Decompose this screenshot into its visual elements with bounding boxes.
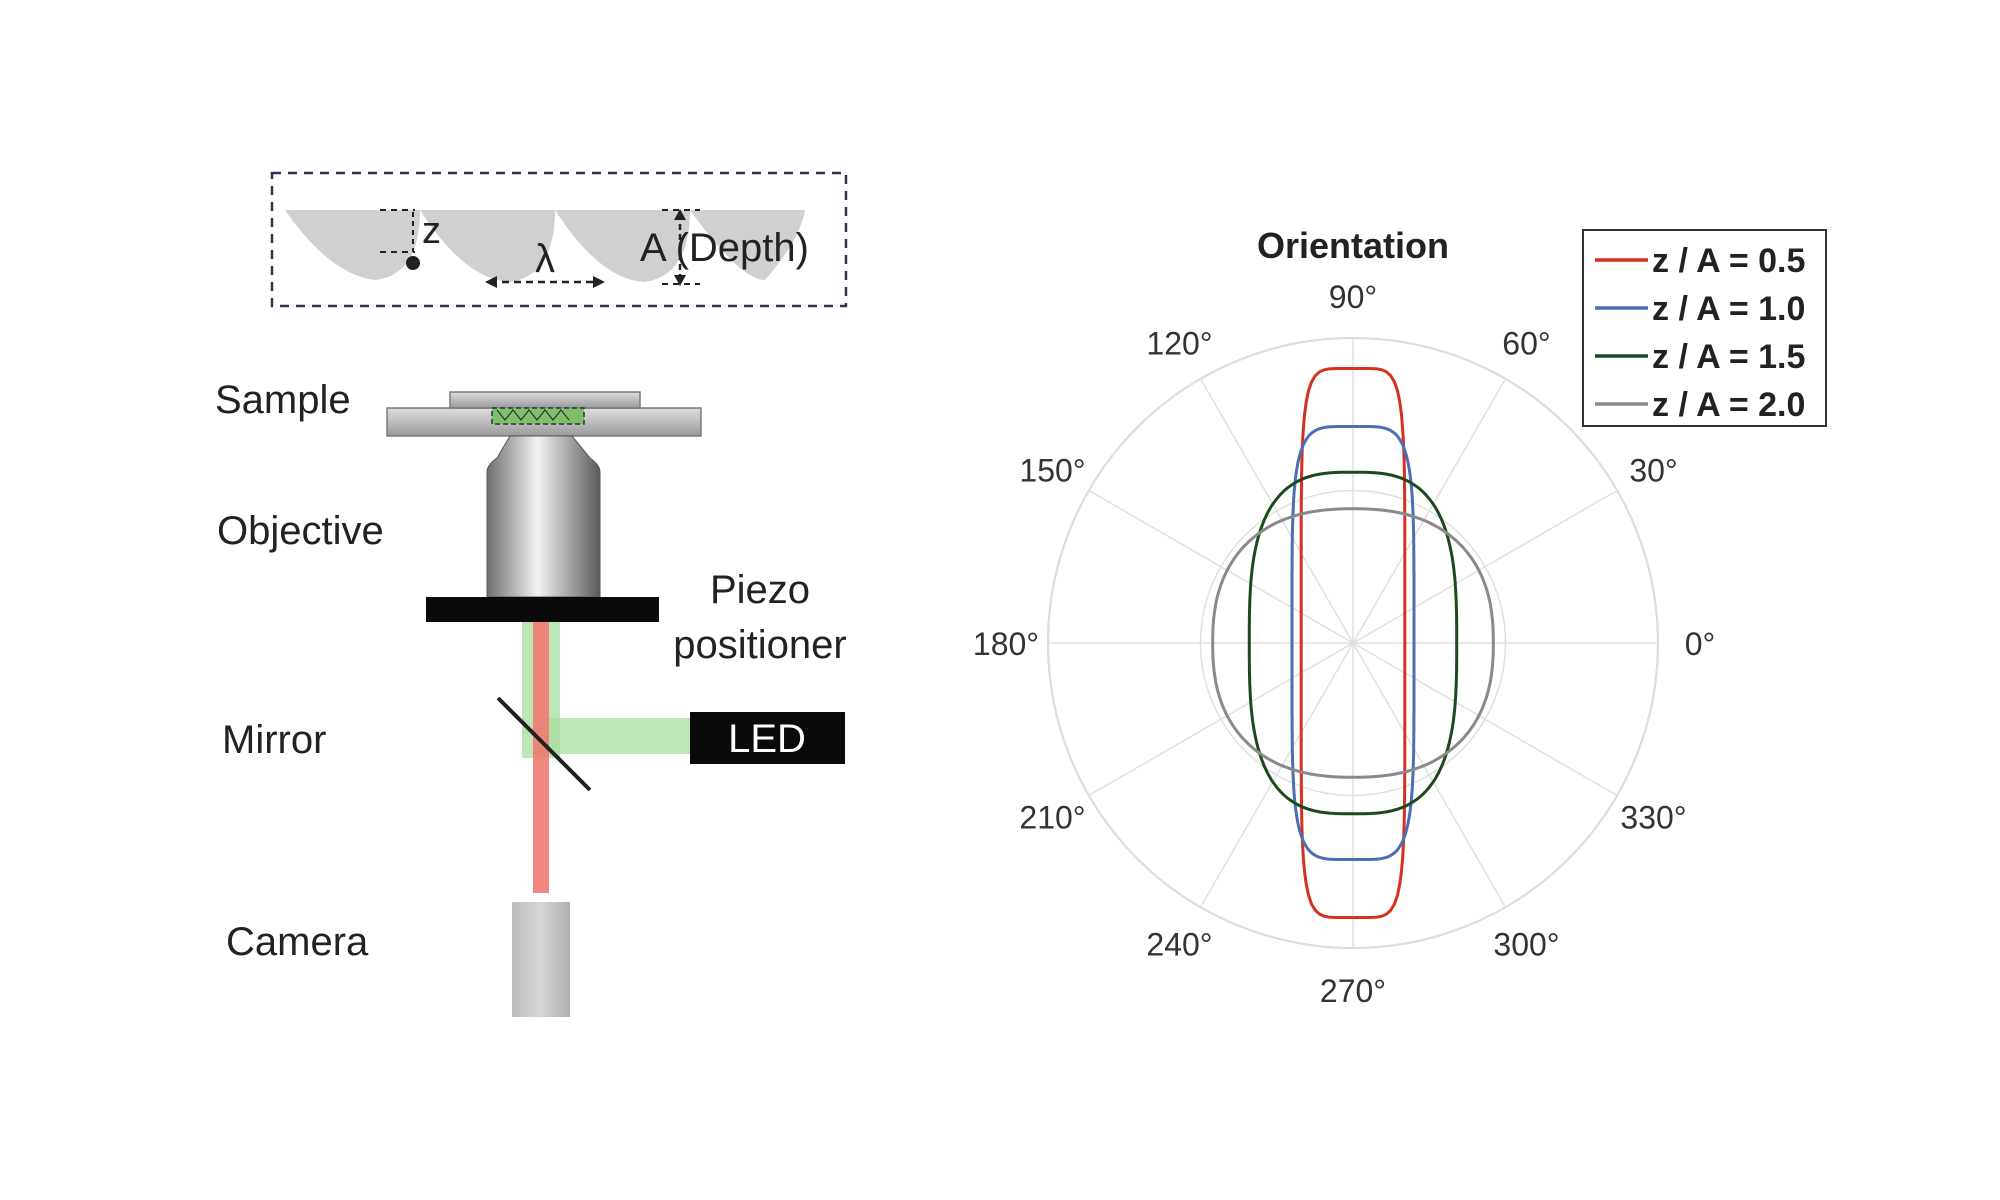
polar-spoke-120 bbox=[1199, 378, 1354, 644]
objective-lens bbox=[486, 435, 601, 598]
camera-label: Camera bbox=[226, 920, 369, 964]
led-box bbox=[690, 712, 845, 764]
angle-tick-180: 180° bbox=[973, 626, 1039, 662]
legend-box bbox=[1582, 229, 1827, 427]
inset-panel: z λ A (Depth) bbox=[270, 171, 848, 308]
legend-label-0: z / A = 0.5 bbox=[1652, 242, 1805, 280]
polar-chart: 0° 30° 60° 90° 120° 150° 180° 210° 240° 270° 300° 3… bbox=[973, 225, 1827, 1009]
legend-label-3: z / A = 2.0 bbox=[1652, 386, 1805, 424]
camera-body bbox=[512, 902, 570, 1017]
depth-label: A (Depth) bbox=[640, 226, 809, 270]
series-line-3 bbox=[1211, 507, 1495, 779]
piezo-positioner bbox=[426, 597, 659, 622]
angle-tick-0: 0° bbox=[1685, 626, 1716, 662]
polar-spoke-30 bbox=[1352, 489, 1618, 644]
angle-tick-150: 150° bbox=[1019, 453, 1085, 489]
polar-spoke-240 bbox=[1199, 642, 1354, 908]
lambda-arrowhead-left bbox=[485, 276, 497, 288]
chart-title: Orientation bbox=[1257, 225, 1449, 266]
chart-legend: z / A = 0.5 z / A = 1.0 z / A = 1.5 z / A =… bbox=[1582, 229, 1827, 427]
series-line-0 bbox=[1299, 367, 1407, 919]
depth-arrowhead-bottom bbox=[674, 275, 686, 286]
angle-tick-60: 60° bbox=[1502, 325, 1550, 361]
polar-angle-ticks: 0° 30° 60° 90° 120° 150° 180° 210° 240° 270° 300° 3… bbox=[973, 279, 1715, 1009]
red-beam bbox=[533, 608, 549, 893]
optical-setup: LED Sample Objective Piezo positioner Mi… bbox=[215, 378, 847, 1017]
mirror-label: Mirror bbox=[222, 718, 326, 762]
angle-tick-240: 240° bbox=[1146, 927, 1212, 963]
angle-tick-30: 30° bbox=[1629, 453, 1677, 489]
mirror bbox=[496, 696, 592, 792]
polar-spoke-330 bbox=[1352, 642, 1618, 797]
lambda-arrowhead-right bbox=[593, 276, 605, 288]
legend-label-1: z / A = 1.0 bbox=[1652, 290, 1805, 328]
series-line-1 bbox=[1290, 425, 1416, 861]
z-label: z bbox=[422, 210, 441, 252]
wavy-substrate bbox=[285, 210, 805, 282]
piezo-label-line1: Piezo bbox=[710, 568, 810, 612]
legend-label-2: z / A = 1.5 bbox=[1652, 338, 1805, 376]
sample-substrate bbox=[491, 407, 585, 425]
lambda-label: λ bbox=[535, 237, 555, 281]
sample-label: Sample bbox=[215, 378, 351, 422]
sample-cover bbox=[449, 391, 641, 409]
angle-tick-120: 120° bbox=[1146, 325, 1212, 361]
led-label: LED bbox=[728, 717, 806, 761]
polar-spoke-210 bbox=[1088, 642, 1354, 797]
angle-tick-300: 300° bbox=[1493, 927, 1559, 963]
inset-dashed-border bbox=[270, 171, 848, 308]
particle-dot bbox=[406, 256, 420, 270]
piezo-label-line2: positioner bbox=[673, 623, 846, 667]
sample-wave bbox=[496, 409, 570, 421]
depth-arrowhead-top bbox=[674, 209, 686, 220]
polar-spoke-150 bbox=[1088, 489, 1354, 644]
polar-spoke-60 bbox=[1352, 378, 1507, 644]
angle-tick-270: 270° bbox=[1320, 973, 1386, 1009]
polar-grid bbox=[1047, 337, 1659, 949]
objective-label: Objective bbox=[217, 509, 384, 553]
legend-items: z / A = 0.5 z / A = 1.0 z / A = 1.5 z / A =… bbox=[1595, 242, 1805, 424]
green-beam-horizontal bbox=[545, 718, 690, 754]
series-line-2 bbox=[1247, 470, 1459, 816]
polar-spoke-300 bbox=[1352, 642, 1507, 908]
angle-tick-330: 330° bbox=[1620, 800, 1686, 836]
polar-series bbox=[1211, 367, 1495, 919]
angle-tick-210: 210° bbox=[1019, 800, 1085, 836]
angle-tick-90: 90° bbox=[1329, 279, 1377, 315]
